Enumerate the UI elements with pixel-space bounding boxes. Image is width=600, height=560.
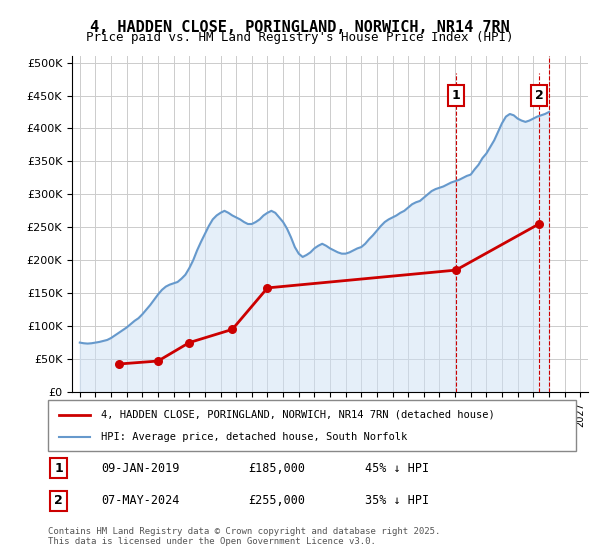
Point [114, 360, 124, 368]
Text: 1: 1 [451, 89, 460, 102]
Text: 4, HADDEN CLOSE, PORINGLAND, NORWICH, NR14 7RN (detached house): 4, HADDEN CLOSE, PORINGLAND, NORWICH, NR… [101, 409, 494, 419]
Text: Contains HM Land Registry data © Crown copyright and database right 2025.
This d: Contains HM Land Registry data © Crown c… [48, 526, 440, 546]
Point [153, 357, 163, 366]
Text: 1: 1 [54, 461, 63, 475]
Text: 2: 2 [54, 494, 63, 507]
Point [184, 338, 194, 347]
FancyBboxPatch shape [48, 400, 576, 451]
Point [263, 283, 272, 292]
Text: £255,000: £255,000 [248, 494, 305, 507]
Text: 45% ↓ HPI: 45% ↓ HPI [365, 461, 429, 475]
Text: £185,000: £185,000 [248, 461, 305, 475]
Text: 09-JAN-2019: 09-JAN-2019 [101, 461, 179, 475]
Point [451, 265, 461, 274]
Text: 2: 2 [535, 89, 543, 102]
Text: 07-MAY-2024: 07-MAY-2024 [101, 494, 179, 507]
Text: Price paid vs. HM Land Registry's House Price Index (HPI): Price paid vs. HM Land Registry's House … [86, 31, 514, 44]
Text: 4, HADDEN CLOSE, PORINGLAND, NORWICH, NR14 7RN: 4, HADDEN CLOSE, PORINGLAND, NORWICH, NR… [90, 20, 510, 35]
Text: 35% ↓ HPI: 35% ↓ HPI [365, 494, 429, 507]
Point [227, 325, 237, 334]
Text: HPI: Average price, detached house, South Norfolk: HPI: Average price, detached house, Sout… [101, 432, 407, 442]
Point [534, 220, 544, 228]
